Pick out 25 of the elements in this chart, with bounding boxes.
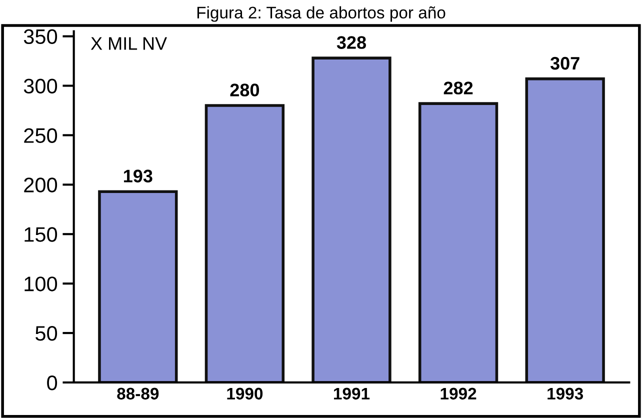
data-label: 280: [230, 84, 260, 96]
data-label: 307: [550, 56, 580, 70]
x-tick-label: 1991: [334, 388, 370, 400]
x-tick-label: 1992: [440, 388, 476, 400]
y-tick-label: 150: [24, 227, 58, 242]
bar: [98, 190, 178, 382]
y-tick-label: 50: [36, 326, 58, 341]
y-tick-label: 100: [24, 276, 58, 292]
x-tick-label: 1993: [548, 388, 584, 400]
x-tick-label: 88-89: [117, 388, 159, 400]
y-tick-label: 0: [47, 375, 58, 390]
x-tick-label: 1990: [227, 388, 263, 400]
bar: [525, 77, 605, 382]
y-tick-label: 200: [24, 178, 58, 192]
annotation: X MIL NV: [90, 37, 167, 50]
bar: [418, 102, 498, 382]
y-tick-label: 250: [24, 128, 58, 143]
y-tick-label: 350: [24, 29, 58, 44]
bar: [204, 104, 285, 382]
data-label: 328: [336, 36, 366, 49]
y-tick-label: 300: [24, 78, 58, 94]
bar: [312, 56, 392, 382]
data-label: 282: [444, 82, 473, 94]
data-label: 193: [124, 170, 152, 182]
chart-title: Figura 2: Tasa de abortos por año: [197, 6, 446, 22]
